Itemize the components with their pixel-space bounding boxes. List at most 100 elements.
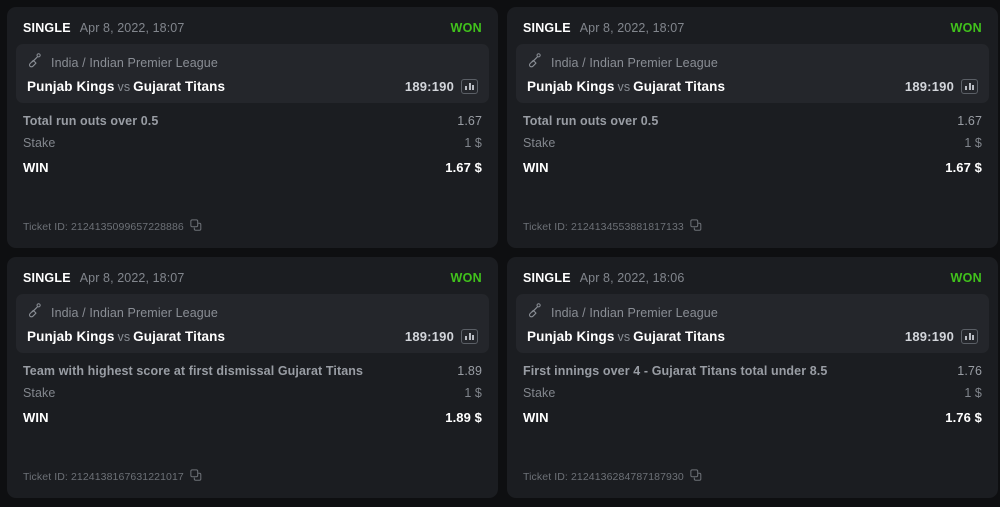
team-home: Punjab Kings: [527, 329, 615, 344]
stake-row: Stake 1 $: [23, 382, 482, 404]
team-home: Punjab Kings: [527, 79, 615, 94]
league-name[interactable]: India / Indian Premier League: [51, 55, 218, 70]
bet-selection-row: Total run outs over 0.5 1.67: [23, 110, 482, 132]
ticket-id-value: 2124138167631221017: [70, 471, 184, 483]
win-value: 1.67 $: [445, 160, 482, 175]
bet-selection-label: First innings over 4 - Gujarat Titans to…: [523, 364, 828, 378]
ticket-header: SINGLE Apr 8, 2022, 18:07 WON: [516, 16, 989, 44]
win-value: 1.89 $: [445, 410, 482, 425]
bet-ticket-card[interactable]: SINGLE Apr 8, 2022, 18:07 WON India / In…: [7, 7, 498, 248]
ticket-id-prefix: Ticket ID:: [23, 471, 68, 483]
bet-ticket-card[interactable]: SINGLE Apr 8, 2022, 18:07 WON India / In…: [507, 7, 998, 248]
league-row: India / Indian Premier League: [527, 52, 978, 73]
match-teams[interactable]: Punjab Kings vs Gujarat Titans: [527, 79, 725, 94]
bet-selection-label: Team with highest score at first dismiss…: [23, 364, 364, 378]
ticket-header: SINGLE Apr 8, 2022, 18:07 WON: [16, 16, 489, 44]
bet-type-label: SINGLE: [523, 21, 571, 35]
copy-icon[interactable]: [190, 218, 202, 236]
copy-icon[interactable]: [690, 468, 702, 486]
bet-ticket-card[interactable]: SINGLE Apr 8, 2022, 18:06 WON India / In…: [507, 257, 998, 498]
bar-chart-icon[interactable]: [961, 79, 978, 94]
league-row: India / Indian Premier League: [527, 302, 978, 323]
match-band[interactable]: India / Indian Premier League Punjab Kin…: [516, 294, 989, 353]
league-name[interactable]: India / Indian Premier League: [551, 305, 718, 320]
team-home: Punjab Kings: [27, 329, 115, 344]
match-teams[interactable]: Punjab Kings vs Gujarat Titans: [527, 329, 725, 344]
win-row: WIN 1.67 $: [523, 154, 982, 179]
bar-chart-icon[interactable]: [461, 329, 478, 344]
score-wrap: 189:190: [905, 329, 978, 344]
bet-lines: First innings over 4 - Gujarat Titans to…: [516, 353, 989, 429]
match-band[interactable]: India / Indian Premier League Punjab Kin…: [16, 44, 489, 103]
team-away: Gujarat Titans: [133, 79, 226, 94]
stake-label: Stake: [23, 386, 56, 400]
stake-row: Stake 1 $: [523, 382, 982, 404]
match-teams[interactable]: Punjab Kings vs Gujarat Titans: [27, 329, 225, 344]
ticket-footer: Ticket ID: 2124134553881817133: [516, 218, 989, 248]
ticket-id-prefix: Ticket ID:: [523, 221, 568, 233]
copy-icon[interactable]: [190, 468, 202, 486]
stake-row: Stake 1 $: [23, 132, 482, 154]
vs-label: vs: [617, 80, 631, 94]
stake-label: Stake: [23, 136, 56, 150]
stake-row: Stake 1 $: [523, 132, 982, 154]
team-home: Punjab Kings: [27, 79, 115, 94]
ticket-id-text: Ticket ID: 2124134553881817133: [523, 221, 684, 233]
ticket-id-text: Ticket ID: 2124135099657228886: [23, 221, 184, 233]
ticket-id-value: 2124134553881817133: [570, 221, 684, 233]
league-name[interactable]: India / Indian Premier League: [551, 55, 718, 70]
ticket-id-text: Ticket ID: 2124138167631221017: [23, 471, 184, 483]
match-score: 189:190: [404, 329, 454, 344]
copy-icon[interactable]: [690, 218, 702, 236]
league-name[interactable]: India / Indian Premier League: [51, 305, 218, 320]
bet-lines: Team with highest score at first dismiss…: [16, 353, 489, 429]
score-wrap: 189:190: [405, 79, 478, 94]
bet-odds-value: 1.67: [457, 114, 482, 128]
bet-type-label: SINGLE: [23, 271, 71, 285]
win-value: 1.67 $: [945, 160, 982, 175]
stake-value: 1 $: [964, 136, 982, 150]
bet-lines: Total run outs over 0.5 1.67 Stake 1 $ W…: [516, 103, 989, 179]
bet-date: Apr 8, 2022, 18:07: [579, 21, 685, 35]
bar-chart-icon[interactable]: [461, 79, 478, 94]
match-band[interactable]: India / Indian Premier League Punjab Kin…: [516, 44, 989, 103]
status-badge: WON: [950, 271, 982, 285]
score-wrap: 189:190: [905, 79, 978, 94]
team-away: Gujarat Titans: [633, 329, 726, 344]
win-label: WIN: [23, 410, 49, 425]
win-row: WIN 1.89 $: [23, 404, 482, 429]
match-band[interactable]: India / Indian Premier League Punjab Kin…: [16, 294, 489, 353]
stake-value: 1 $: [464, 386, 482, 400]
win-row: WIN 1.76 $: [523, 404, 982, 429]
bet-selection-label: Total run outs over 0.5: [523, 114, 659, 128]
ticket-id-text: Ticket ID: 2124136284787187930: [523, 471, 684, 483]
bet-selection-row: First innings over 4 - Gujarat Titans to…: [523, 360, 982, 382]
match-teams[interactable]: Punjab Kings vs Gujarat Titans: [27, 79, 225, 94]
match-score: 189:190: [904, 329, 954, 344]
ticket-footer: Ticket ID: 2124138167631221017: [16, 468, 489, 498]
bet-lines: Total run outs over 0.5 1.67 Stake 1 $ W…: [16, 103, 489, 179]
stake-value: 1 $: [964, 386, 982, 400]
vs-label: vs: [117, 330, 131, 344]
status-badge: WON: [950, 21, 982, 35]
bet-selection-row: Total run outs over 0.5 1.67: [523, 110, 982, 132]
match-score: 189:190: [404, 79, 454, 94]
bar-chart-icon[interactable]: [961, 329, 978, 344]
bet-selection-row: Team with highest score at first dismiss…: [23, 360, 482, 382]
win-row: WIN 1.67 $: [23, 154, 482, 179]
team-away: Gujarat Titans: [633, 79, 726, 94]
bet-odds-value: 1.67: [957, 114, 982, 128]
stake-value: 1 $: [464, 136, 482, 150]
teams-row: Punjab Kings vs Gujarat Titans 189:190: [27, 329, 478, 344]
cricket-bat-ball-icon: [527, 52, 543, 73]
league-row: India / Indian Premier League: [27, 302, 478, 323]
bet-date: Apr 8, 2022, 18:07: [79, 21, 185, 35]
bet-ticket-card[interactable]: SINGLE Apr 8, 2022, 18:07 WON India / In…: [7, 257, 498, 498]
vs-label: vs: [617, 330, 631, 344]
bet-type-label: SINGLE: [23, 21, 71, 35]
ticket-id-prefix: Ticket ID:: [23, 221, 68, 233]
stake-label: Stake: [523, 136, 556, 150]
cricket-bat-ball-icon: [27, 52, 43, 73]
status-badge: WON: [450, 21, 482, 35]
